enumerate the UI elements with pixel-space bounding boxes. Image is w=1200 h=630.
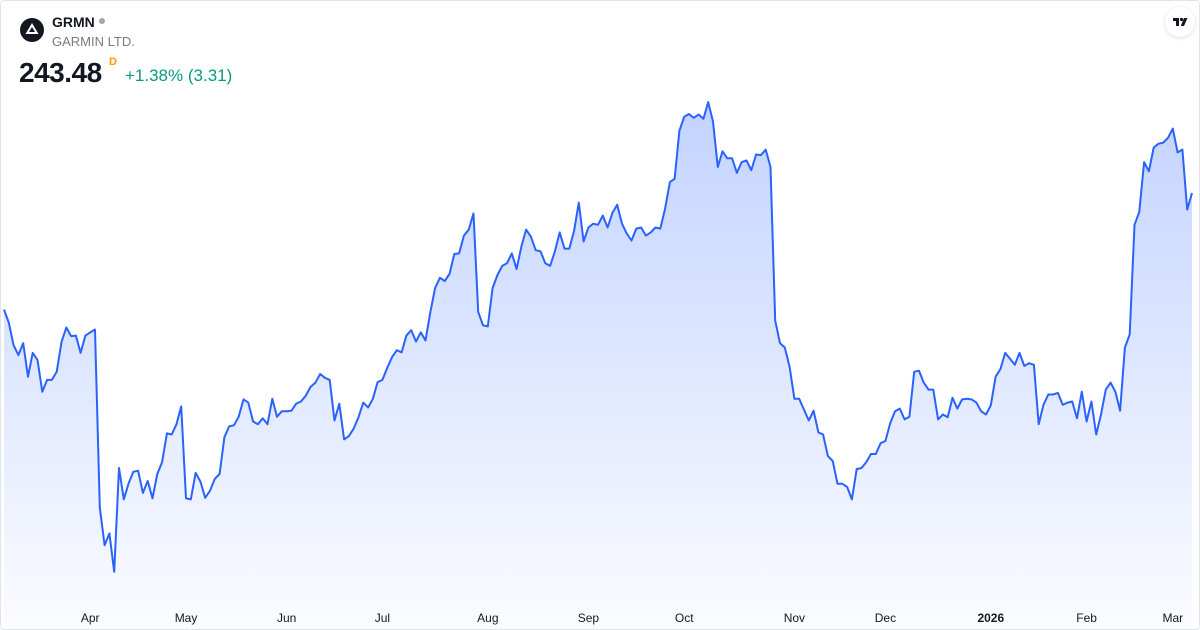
x-tick-label: May <box>175 611 198 625</box>
symbol-logo <box>20 18 44 42</box>
price: 243.48 <box>19 57 102 88</box>
x-tick-label: Mar <box>1163 611 1184 625</box>
x-tick-label: Sep <box>578 611 600 625</box>
tradingview-logo[interactable] <box>1165 7 1195 37</box>
price-change: +1.38% (3.31) <box>125 66 233 85</box>
price-line <box>3 101 1193 573</box>
x-tick-label: Jun <box>277 611 296 625</box>
x-tick-label: Feb <box>1076 611 1097 625</box>
symbol: GRMN <box>52 14 95 30</box>
x-tick-label: Apr <box>81 611 100 625</box>
logo-icon <box>1173 17 1188 26</box>
x-tick-label: 2026 <box>977 611 1004 625</box>
company-name: GARMIN LTD. <box>52 34 135 49</box>
x-tick-label: Oct <box>675 611 694 625</box>
delay-flag: D <box>109 56 117 68</box>
x-tick-label: Aug <box>477 611 498 625</box>
status-dot <box>99 18 105 24</box>
x-tick-label: Jul <box>375 611 390 625</box>
x-tick-label: Dec <box>875 611 896 625</box>
area-fill <box>4 102 1192 629</box>
x-tick-label: Nov <box>784 611 805 625</box>
